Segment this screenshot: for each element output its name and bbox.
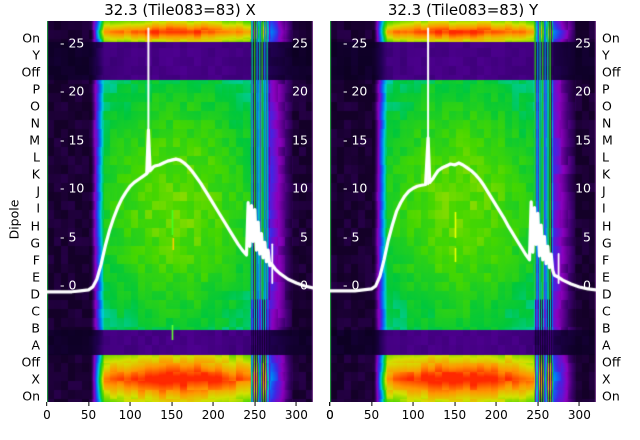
x-tick-left-0: 0 <box>43 402 51 422</box>
category-tick-label-right-12: G <box>602 235 612 251</box>
x-tick-text: 50 <box>80 408 97 422</box>
category-tick-label-right-5: N <box>602 115 612 131</box>
x-tick-mark <box>537 402 539 406</box>
category-tick-label-right-10: I <box>602 200 606 216</box>
category-tick-label-left-17: B <box>31 320 40 336</box>
x-tick-left-250: 250 <box>243 402 266 422</box>
category-tick-label-left-6: M <box>29 132 40 148</box>
category-tick-label-right-11: H <box>602 218 612 234</box>
category-tick-label-right-21: On <box>602 388 620 404</box>
x-axis-left: 0 50 100 150 200 250 300 0 <box>43 402 334 436</box>
category-tick-label-left-5: N <box>30 115 40 131</box>
x-tick-mark <box>454 402 456 406</box>
category-tick-label-right-17: B <box>602 320 611 336</box>
panel-title-right: 32.3 (Tile083=83) Y <box>387 1 539 19</box>
category-tick-label-left-4: O <box>30 98 40 114</box>
category-tick-label-left-8: K <box>31 166 40 182</box>
category-tick-label-left-20: X <box>31 371 40 387</box>
category-tick-label-left-16: C <box>31 303 40 319</box>
y-axis-title-left: Dipole <box>6 199 22 240</box>
x-tick-text: 300 <box>284 408 308 422</box>
x-tick-text: 150 <box>160 408 184 422</box>
category-tick-label-right-20: X <box>602 371 611 387</box>
category-axis-left: Dipole On Y Off P O N M L K J I H G F E D C B A Off X On <box>0 0 44 440</box>
category-tick-label-left-7: L <box>33 149 40 165</box>
category-tick-label-right-14: E <box>602 269 610 285</box>
heatmap-left <box>47 21 313 402</box>
category-tick-label-left-15: D <box>30 286 40 302</box>
category-tick-label-right-13: F <box>602 252 610 268</box>
x-tick-text: 50 <box>363 408 380 422</box>
x-tick-mark <box>329 402 331 406</box>
x-tick-right-100: 100 <box>402 402 425 422</box>
x-tick-mark <box>578 402 580 406</box>
x-tick-text: 100 <box>401 408 425 422</box>
x-tick-mark <box>495 402 497 406</box>
x-tick-mark <box>212 402 214 406</box>
heatmap-right <box>330 21 596 402</box>
x-tick-text: 250 <box>526 408 550 422</box>
category-tick-label-right-3: P <box>602 81 610 97</box>
category-tick-label-left-12: G <box>30 235 40 251</box>
category-tick-label-right-19: Off <box>602 354 621 370</box>
x-tick-mark <box>129 402 131 406</box>
category-tick-label-right-1: Y <box>602 47 610 63</box>
x-tick-text: 250 <box>243 408 267 422</box>
x-tick-text: 300 <box>567 408 591 422</box>
x-tick-right-300: 300 <box>568 402 591 422</box>
category-tick-label-right-8: K <box>602 166 611 182</box>
x-tick-text: 200 <box>484 408 508 422</box>
x-tick-mark <box>295 402 297 406</box>
category-tick-label-left-9: J <box>36 183 40 199</box>
category-tick-label-left-3: P <box>32 81 40 97</box>
x-tick-mark <box>371 402 373 406</box>
x-tick-right-200: 200 <box>485 402 508 422</box>
category-tick-label-left-14: E <box>32 269 40 285</box>
x-axis-right: 0 50 100 150 200 250 300 <box>326 402 596 436</box>
x-tick-right-150: 150 <box>443 402 466 422</box>
category-tick-label-right-7: L <box>602 149 609 165</box>
x-tick-text: 200 <box>201 408 225 422</box>
x-tick-mark <box>412 402 414 406</box>
x-tick-text: 100 <box>118 408 142 422</box>
category-axis-right: On Y Off P O N M L K J I H G F E D C B A Off X On <box>598 0 640 440</box>
x-tick-right-250: 250 <box>526 402 549 422</box>
x-tick-mark <box>88 402 90 406</box>
x-tick-mark <box>46 402 48 406</box>
category-tick-label-left-19: Off <box>21 354 40 370</box>
x-tick-text: 0 <box>43 408 51 422</box>
x-tick-mark <box>171 402 173 406</box>
category-tick-label-left-10: I <box>36 200 40 216</box>
x-tick-right-50: 50 <box>364 402 379 422</box>
category-tick-label-left-1: Y <box>32 47 40 63</box>
category-tick-label-left-13: F <box>32 252 40 268</box>
x-tick-left-100: 100 <box>119 402 142 422</box>
x-tick-right-0: 0 <box>326 402 334 422</box>
category-tick-label-right-9: J <box>602 183 606 199</box>
category-tick-label-right-16: C <box>602 303 611 319</box>
x-tick-left-150: 150 <box>160 402 183 422</box>
category-tick-label-right-2: Off <box>602 64 621 80</box>
category-tick-label-right-6: M <box>602 132 613 148</box>
category-tick-label-right-0: On <box>602 30 620 46</box>
category-tick-label-left-11: H <box>30 218 40 234</box>
x-tick-text: 150 <box>443 408 467 422</box>
category-tick-label-right-18: A <box>602 337 611 353</box>
x-tick-mark <box>254 402 256 406</box>
category-tick-label-right-4: O <box>602 98 612 114</box>
category-tick-label-left-18: A <box>31 337 40 353</box>
x-tick-left-50: 50 <box>81 402 96 422</box>
x-tick-text: 0 <box>326 408 334 422</box>
category-tick-label-left-2: Off <box>21 64 40 80</box>
category-tick-label-left-0: On <box>22 30 40 46</box>
category-tick-label-left-21: On <box>22 388 40 404</box>
x-tick-left-300: 300 <box>285 402 308 422</box>
panel-title-left: 32.3 (Tile083=83) X <box>104 1 256 19</box>
x-tick-text: 0 <box>326 408 334 422</box>
x-tick-left-200: 200 <box>202 402 225 422</box>
category-tick-label-right-15: D <box>602 286 612 302</box>
